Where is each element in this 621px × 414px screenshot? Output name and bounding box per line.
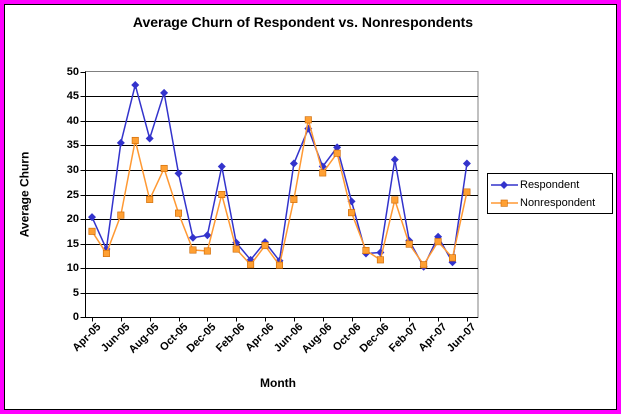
data-point-nonrespondent [218,191,226,199]
data-point-nonrespondent [247,261,255,269]
data-point-nonrespondent [405,240,413,248]
data-point-nonrespondent [376,256,384,264]
data-point-nonrespondent [261,242,269,250]
data-point-nonrespondent [304,116,312,124]
data-point-nonrespondent [463,188,471,196]
data-point-respondent [88,213,96,222]
data-point-nonrespondent [333,149,341,157]
y-tick-label: 40 [66,114,79,127]
data-point-nonrespondent [232,245,240,253]
legend: Respondent Nonrespondent [487,173,613,214]
chart-title: Average Churn of Respondent vs. Nonrespo… [132,14,474,30]
data-point-nonrespondent [131,136,139,144]
y-tick-label: 50 [66,65,79,78]
data-point-respondent [160,88,169,97]
data-point-nonrespondent [88,227,96,235]
data-point-nonrespondent [420,261,428,269]
data-point-respondent [333,143,342,152]
y-tick-label: 30 [66,163,79,176]
y-tick-label: 45 [66,89,79,102]
data-point-nonrespondent [146,195,154,203]
data-point-respondent [145,134,154,143]
data-point-nonrespondent [319,169,327,177]
legend-label-nonrespondent: Nonrespondent [520,196,596,209]
legend-item-nonrespondent: Nonrespondent [490,195,610,211]
data-point-respondent [390,155,399,164]
data-point-nonrespondent [348,209,356,217]
data-point-nonrespondent [189,246,197,254]
data-point-respondent [174,169,183,178]
y-tick-label: 25 [66,188,79,201]
data-point-respondent [462,159,471,168]
data-point-nonrespondent [391,196,399,204]
data-point-respondent [131,80,140,89]
y-tick-label: 35 [66,138,79,151]
y-tick-label: 10 [66,261,79,274]
data-point-respondent [116,138,125,147]
legend-item-respondent: Respondent [490,177,610,193]
data-point-nonrespondent [102,249,110,257]
data-point-nonrespondent [448,254,456,262]
y-tick-label: 15 [66,237,79,250]
data-point-respondent [188,233,197,242]
data-point-nonrespondent [362,246,370,254]
data-point-respondent [203,231,212,240]
x-axis-title: Month [260,376,296,390]
data-point-nonrespondent [175,209,183,217]
data-point-nonrespondent [290,195,298,203]
data-point-respondent [217,162,226,171]
data-point-nonrespondent [275,261,283,269]
y-tick-label: 5 [72,286,79,299]
data-point-nonrespondent [434,238,442,246]
y-tick-label: 0 [72,310,79,323]
legend-label-respondent: Respondent [520,178,580,191]
nonrespondent-line-swatch [491,199,518,207]
respondent-line-swatch [491,180,518,189]
data-point-respondent [289,159,298,168]
y-tick-label: 20 [66,212,79,225]
data-point-nonrespondent [203,247,211,255]
data-point-nonrespondent [160,164,168,172]
data-point-nonrespondent [117,211,125,219]
